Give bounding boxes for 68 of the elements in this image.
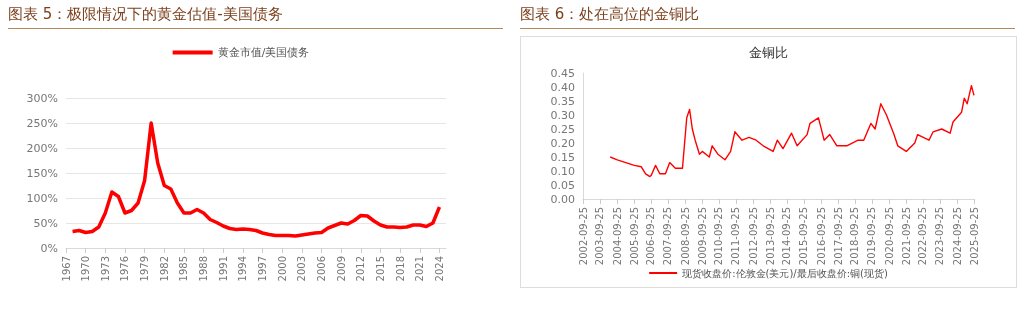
x-tick-label: 2025-09-25 [968, 207, 980, 266]
x-tick-label: 1988 [198, 256, 210, 282]
x-tick-label: 2018 [394, 256, 406, 282]
line-series [609, 84, 975, 178]
y-tick-label: 250% [26, 116, 58, 130]
x-tick-label: 1994 [237, 256, 249, 282]
x-tick-label: 2009 [335, 256, 347, 282]
y-tick-label: 0.15 [550, 150, 575, 164]
y-tick-label: 300% [26, 91, 58, 105]
y-tick-label: 0.10 [550, 164, 575, 178]
x-tick-label: 2020-09-25 [883, 207, 895, 266]
x-tick-label: 2015 [374, 256, 386, 282]
x-tick-label: 1985 [178, 256, 190, 282]
x-tick-label: 2007-09-25 [662, 207, 674, 266]
x-tick-label: 2012 [355, 256, 367, 282]
x-tick-label: 2005-09-25 [628, 207, 640, 266]
x-tick-label: 2019-09-25 [866, 207, 878, 266]
legend-label: 黄金市值/美国债务 [217, 46, 310, 59]
y-tick-label: 0.00 [550, 192, 575, 206]
x-tick-label: 1967 [60, 256, 72, 282]
x-tick-label: 2018-09-25 [849, 207, 861, 266]
y-tick-label: 0.35 [550, 94, 575, 108]
x-tick-label: 1982 [158, 256, 170, 282]
x-tick-label: 2021-09-25 [900, 207, 912, 266]
x-tick-label: 2006 [316, 256, 328, 282]
x-tick-label: 2004-09-25 [611, 207, 623, 266]
x-tick-label: 2023-09-25 [934, 207, 946, 266]
x-tick-label: 2011-09-25 [730, 207, 742, 266]
x-tick-label: 2016-09-25 [815, 207, 827, 266]
y-tick-label: 50% [33, 216, 58, 230]
chart-subtitle: 金铜比 [749, 45, 788, 60]
y-tick-label: 0.40 [550, 80, 575, 94]
x-tick-label: 1997 [257, 256, 269, 282]
x-tick-label: 2003 [296, 256, 308, 282]
chart-title: 图表 5：极限情况下的黄金估值-美国债务 [8, 0, 503, 29]
x-tick-label: 2003-09-25 [594, 207, 606, 266]
x-tick-label: 2024-09-25 [951, 207, 963, 266]
x-tick-label: 2010-09-25 [713, 207, 725, 266]
y-tick-label: 150% [26, 166, 58, 180]
chart-title: 图表 6：处在高位的金铜比 [520, 0, 1015, 29]
y-tick-label: 0.20 [550, 136, 575, 150]
y-tick-label: 0.25 [550, 122, 575, 136]
x-tick-label: 1991 [217, 256, 229, 282]
x-tick-label: 2002-09-25 [577, 207, 589, 266]
x-tick-label: 2017-09-25 [832, 207, 844, 266]
x-tick-label: 2014-09-25 [781, 207, 793, 266]
x-tick-label: 1979 [139, 256, 151, 282]
x-tick-label: 1976 [119, 256, 131, 282]
y-tick-label: 200% [26, 141, 58, 155]
legend-label: 现货收盘价:伦敦金(美元)/最后收盘价:铜(现货) [682, 267, 888, 279]
y-tick-label: 0.30 [550, 108, 575, 122]
x-tick-label: 1973 [99, 256, 111, 282]
y-tick-label: 0.05 [550, 178, 575, 192]
x-tick-label: 2024 [433, 256, 445, 282]
x-tick-label: 2012-09-25 [747, 207, 759, 266]
y-tick-label: 0.45 [550, 66, 575, 80]
x-tick-label: 2022-09-25 [917, 207, 929, 266]
x-tick-label: 2021 [414, 256, 426, 282]
x-tick-label: 2015-09-25 [798, 207, 810, 266]
y-tick-label: 0% [40, 241, 58, 255]
x-tick-label: 2008-09-25 [679, 207, 691, 266]
x-tick-label: 1970 [80, 256, 92, 282]
x-tick-label: 2006-09-25 [645, 207, 657, 266]
x-tick-label: 2000 [276, 256, 288, 282]
line-series [70, 121, 442, 238]
y-tick-label: 100% [26, 191, 58, 205]
x-tick-label: 2013-09-25 [764, 207, 776, 266]
x-tick-label: 2009-09-25 [696, 207, 708, 266]
